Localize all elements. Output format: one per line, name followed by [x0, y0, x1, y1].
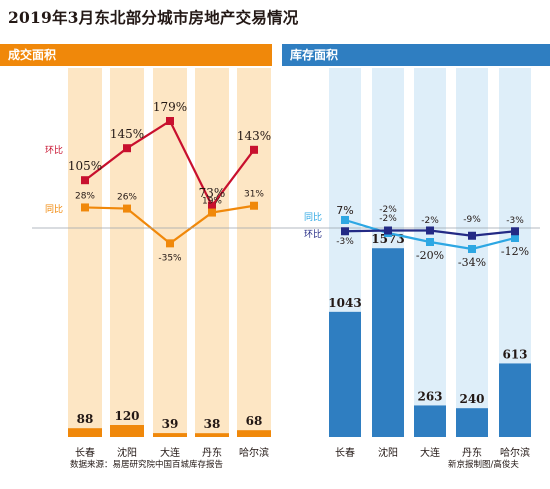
data-point — [250, 145, 258, 154]
data-point — [341, 227, 349, 236]
x-tick-label: 大连 — [160, 446, 180, 459]
bar — [68, 428, 102, 437]
data-point — [341, 216, 349, 224]
data-label: 105% — [68, 159, 102, 173]
x-tick-label: 丹东 — [462, 446, 482, 459]
data-point — [384, 226, 392, 235]
data-point — [123, 144, 131, 153]
data-point — [166, 117, 174, 125]
data-label: -20% — [416, 249, 444, 262]
data-label: 19% — [202, 197, 222, 207]
chart-title: 2019年3月东北部分城市房地产交易情况 — [8, 8, 299, 27]
legend-label-huanbi: 环比 — [45, 144, 63, 156]
column-background — [237, 68, 271, 437]
data-point — [426, 238, 434, 246]
data-label: -12% — [501, 245, 529, 258]
bar — [110, 425, 144, 437]
data-label: -2% — [421, 216, 439, 226]
data-label: 7% — [336, 204, 353, 217]
x-tick-label: 长春 — [75, 447, 95, 459]
legend-label-huanbi: 环比 — [304, 228, 322, 240]
x-tick-label: 长春 — [335, 447, 355, 459]
bar — [499, 363, 531, 437]
data-point — [511, 234, 519, 242]
data-label: 143% — [237, 129, 271, 143]
column-background — [414, 68, 446, 437]
column-background — [68, 68, 102, 437]
data-point — [468, 231, 476, 240]
bar-value-label: 120 — [114, 409, 139, 423]
legend-label-tongbi: 同比 — [45, 203, 63, 215]
data-label: 179% — [153, 100, 187, 114]
data-point — [123, 204, 131, 213]
x-tick-label: 哈尔滨 — [500, 446, 530, 459]
data-label: 73% — [199, 186, 226, 200]
data-label: -9% — [463, 215, 481, 225]
bar-value-label: 68 — [246, 414, 263, 428]
panel-header-deal-area: 成交面积 — [0, 44, 272, 66]
data-label: 28% — [75, 191, 95, 201]
bar-value-label: 39 — [162, 417, 179, 431]
data-point — [511, 227, 519, 236]
panel-header-inventory-area: 库存面积 — [282, 44, 550, 66]
data-label: -2% — [379, 214, 397, 224]
legend-label-tongbi: 同比 — [304, 211, 322, 223]
data-point — [208, 201, 216, 210]
data-point — [426, 226, 434, 235]
data-point — [81, 176, 89, 185]
data-label: -34% — [458, 256, 486, 269]
bar — [153, 433, 187, 437]
x-tick-label: 沈阳 — [117, 446, 137, 459]
data-label: -3% — [336, 237, 354, 247]
x-tick-label: 哈尔滨 — [239, 446, 269, 459]
bar-value-label: 88 — [77, 412, 94, 426]
column-background — [110, 68, 144, 437]
bar — [237, 430, 271, 437]
x-tick-label: 丹东 — [202, 446, 222, 459]
bar-value-label: 613 — [502, 347, 527, 361]
data-point — [166, 239, 174, 248]
data-label: 31% — [244, 190, 264, 200]
bar-value-label: 1043 — [328, 296, 361, 310]
data-point — [468, 245, 476, 253]
data-label: -3% — [506, 216, 524, 226]
data-label: 26% — [117, 193, 137, 203]
source-note: 数据来源：易居研究院中国百城库存报告 — [70, 460, 224, 470]
data-label: -35% — [158, 253, 182, 263]
bar-value-label: 240 — [459, 392, 484, 406]
bar-value-label: 263 — [417, 389, 442, 403]
x-tick-label: 沈阳 — [378, 446, 398, 459]
data-point — [208, 208, 216, 217]
credit-note: 新京报制图/高俊夫 — [448, 460, 519, 470]
bar — [372, 248, 404, 437]
data-point — [81, 203, 89, 212]
bar — [329, 311, 361, 437]
bar — [456, 408, 488, 437]
x-tick-label: 大连 — [420, 446, 440, 459]
data-label: -2% — [379, 205, 397, 215]
column-background — [153, 68, 187, 437]
column-background — [195, 68, 229, 437]
bar — [414, 405, 446, 437]
bar-value-label: 38 — [204, 417, 221, 431]
data-label: 145% — [110, 127, 144, 141]
data-point — [250, 201, 258, 210]
bar — [195, 433, 229, 437]
